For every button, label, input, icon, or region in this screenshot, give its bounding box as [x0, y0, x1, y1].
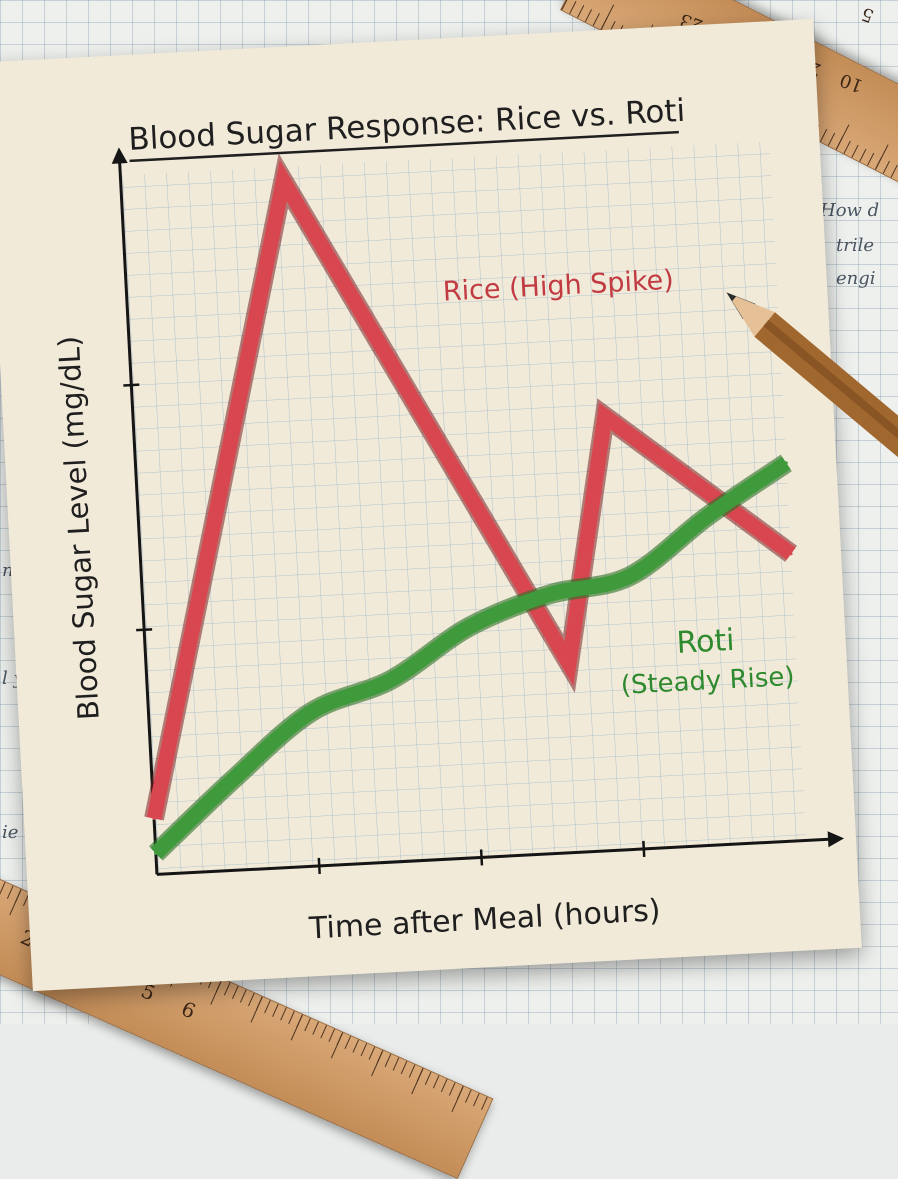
- roti-data-point: [389, 678, 393, 682]
- plot-grid: [120, 141, 807, 875]
- x-tick: [317, 857, 321, 874]
- y-tick: [123, 383, 140, 387]
- y-tick: [136, 628, 153, 632]
- background-note: How d: [820, 200, 880, 221]
- rice-data-point: [603, 414, 607, 418]
- chart-title: Blood Sugar Response: Rice vs. Roti: [128, 93, 686, 158]
- roti-data-point: [706, 514, 710, 518]
- ruler-number: 6: [177, 996, 200, 1024]
- roti-data-point: [309, 710, 313, 714]
- background-note: trile: [836, 235, 875, 256]
- roti-data-point: [628, 574, 632, 578]
- roti-data-point: [547, 593, 551, 597]
- rice-data-point: [152, 817, 156, 821]
- roti-data-point: [231, 777, 235, 781]
- x-tick: [479, 849, 484, 866]
- roti-data-point: [154, 851, 158, 855]
- pencil: [726, 292, 898, 479]
- x-axis-label: Time after Meal (hours): [307, 893, 661, 946]
- x-tick: [642, 840, 646, 857]
- x-axis: [156, 837, 837, 876]
- roti-series-label: Roti: [676, 623, 736, 661]
- chart-paper: Blood Sugar Response: Rice vs. Roti Time…: [0, 18, 862, 992]
- line-chart: Blood Sugar Response: Rice vs. Roti Time…: [52, 93, 845, 947]
- y-axis: [117, 155, 159, 875]
- roti-data-point: [467, 625, 471, 629]
- background-note: engi: [836, 268, 876, 289]
- rice-data-point: [281, 179, 285, 183]
- y-axis-label: Blood Sugar Level (mg/dL): [52, 335, 106, 721]
- rice-data-point: [567, 662, 571, 666]
- title-underline: [129, 130, 679, 163]
- y-axis-arrow: [111, 147, 128, 164]
- x-axis-arrow: [827, 831, 845, 848]
- rice-data-point: [789, 552, 793, 556]
- roti-data-point: [784, 461, 788, 465]
